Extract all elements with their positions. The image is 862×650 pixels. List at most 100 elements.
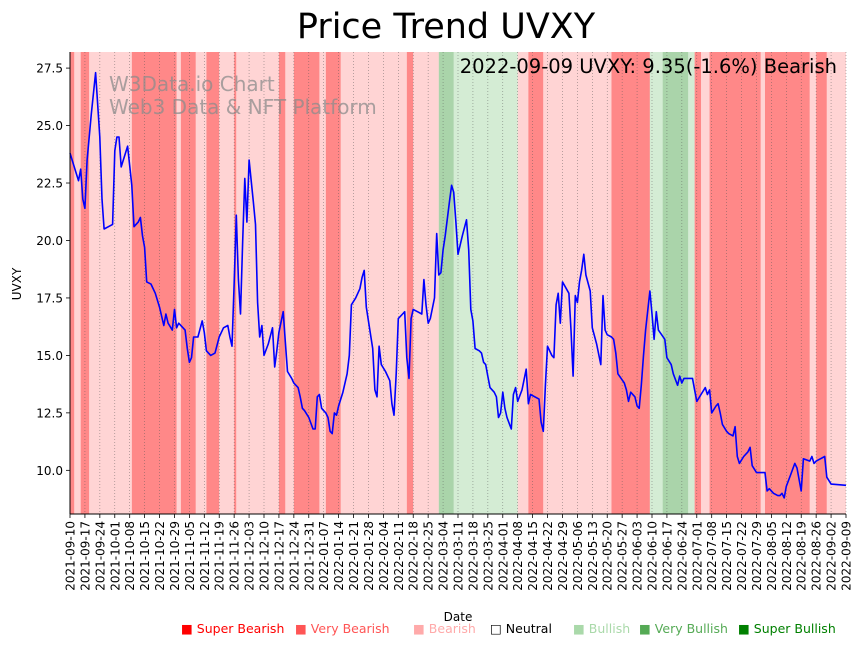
legend: ■ Super Bearish ■ Very Bearish ■ Bearish □ … [181,621,836,636]
x-tick-label: 2021-12-17 [272,521,286,591]
x-tick-label: 2022-07-22 [735,521,749,591]
x-tick-label: 2021-12-03 [243,521,257,591]
legend-label: Neutral [506,621,552,636]
regime-band-bearish [319,52,326,514]
y-ticks: 10.0 12.5 15.0 17.5 20.0 22.5 25.0 27.5 [36,62,70,478]
regime-band-very-bearish [816,52,827,514]
watermark: W3Data.io Chart Web3 Data & NFT Platform [109,72,377,119]
legend-label: Very Bearish [311,621,390,636]
x-tick-label: 2022-02-18 [407,521,421,591]
legend-marker: ■ [738,621,754,636]
x-tick-label: 2022-01-14 [332,521,346,591]
regime-band-very-bearish [131,52,177,514]
y-tick-label: 17.5 [36,291,63,305]
regime-band-very-bearish [528,52,544,514]
legend-label: Very Bullish [655,621,728,636]
y-tick-label: 25.0 [36,119,63,133]
regime-band-bearish [340,52,407,514]
x-tick-label: 2021-11-26 [228,521,242,591]
legend-item: □ Neutral [490,621,552,636]
regime-band-bearish [176,52,181,514]
regime-band-very-bearish [278,52,286,514]
legend-item: ■ Super Bullish [738,621,836,636]
latest-value-annotation: 2022-09-09 UVXY: 9.35(-1.6%) Bearish [460,55,837,78]
x-tick-label: 2022-08-26 [810,521,824,591]
regime-band-very-bearish [180,52,196,514]
x-tick-label: 2021-11-05 [183,521,197,591]
y-tick-label: 15.0 [36,349,63,363]
x-tick-label: 2022-04-15 [526,521,540,591]
x-tick-label: 2022-07-01 [690,521,704,591]
legend-label: Super Bearish [197,621,285,636]
x-tick-label: 2022-03-11 [452,521,466,591]
regime-band-bearish [74,52,81,514]
x-tick-label: 2022-01-28 [362,521,376,591]
regime-band-bearish [701,52,710,514]
regime-band-bullish [475,52,518,514]
x-tick-label: 2022-08-19 [795,521,809,591]
x-tick-label: 2021-10-15 [138,521,152,591]
legend-item: ■ Super Bearish [181,621,284,636]
legend-marker: ■ [573,621,589,636]
x-tick-label: 2021-10-22 [153,521,167,591]
regime-band-bearish [89,52,132,514]
x-tick-label: 2021-12-10 [258,521,272,591]
x-tick-label: 2022-08-12 [780,521,794,591]
regime-band-bullish [688,52,695,514]
x-tick-label: 2021-10-29 [168,521,182,591]
x-tick-label: 2022-04-08 [511,521,525,591]
y-tick-label: 20.0 [36,234,63,248]
regime-band-bullish [453,52,476,514]
x-tick-label: 2022-07-15 [720,521,734,591]
x-tick-label: 2022-03-25 [481,521,495,591]
regime-band-bearish [195,52,207,514]
regime-band-very-bearish [234,52,237,514]
x-tick-label: 2022-06-17 [660,521,674,591]
x-tick-label: 2021-11-19 [213,521,227,591]
x-tick-label: 2022-06-24 [675,521,689,591]
x-tick-label: 2022-04-01 [496,521,510,591]
legend-marker: ■ [413,621,429,636]
x-tick-label: 2022-04-22 [541,521,555,591]
x-tick-label: 2021-09-17 [78,521,92,591]
chart-title: Price Trend UVXY [297,7,596,47]
legend-label: Bearish [429,621,476,636]
regime-band-bearish [826,52,846,514]
regime-band-bearish [285,52,294,514]
y-tick-label: 10.0 [36,464,63,478]
y-tick-label: 22.5 [36,177,63,191]
x-tick-label: 2022-04-29 [556,521,570,591]
x-tick-label: 2022-02-04 [377,521,391,591]
x-tick-label: 2022-05-27 [616,521,630,591]
x-tick-label: 2021-12-24 [287,521,301,591]
x-tick-label: 2022-03-04 [437,521,451,591]
x-tick-label: 2022-01-07 [317,521,331,591]
legend-item: ■ Very Bullish [639,621,728,636]
legend-marker: ■ [295,621,311,636]
legend-label: Super Bullish [754,621,836,636]
x-tick-label: 2021-12-31 [302,521,316,591]
x-tick-label: 2021-10-01 [108,521,122,591]
regime-band-very-bearish [70,52,75,514]
legend-label: Bullish [589,621,630,636]
legend-marker: ■ [181,621,197,636]
regime-band-very-bearish [325,52,341,514]
x-ticks: 2021-09-10 2021-09-17 2021-09-24 2021-10-01… [64,514,854,591]
regime-band-bearish [517,52,529,514]
y-axis-label: UVXY [10,267,24,300]
x-tick-label: 2022-02-25 [422,521,436,591]
watermark-line-2: Web3 Data & NFT Platform [109,95,377,119]
regime-band-very-bearish [611,52,650,514]
x-tick-label: 2022-06-03 [631,521,645,591]
y-tick-label: 27.5 [36,62,63,76]
x-tick-label: 2022-07-29 [750,521,764,591]
series-line-uvxy [69,71,847,499]
x-tick-label: 2022-05-20 [601,521,615,591]
regime-band-very-bearish [293,52,320,514]
legend-item: ■ Very Bearish [295,621,390,636]
x-tick-label: 2022-05-06 [571,521,585,591]
y-tick-label: 12.5 [36,406,63,420]
x-tick-label: 2022-05-13 [586,521,600,591]
